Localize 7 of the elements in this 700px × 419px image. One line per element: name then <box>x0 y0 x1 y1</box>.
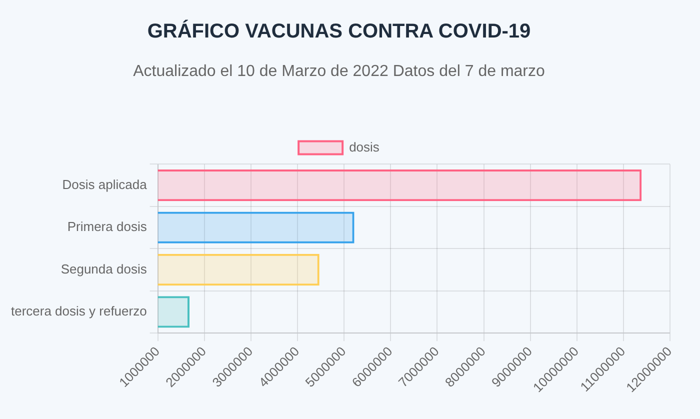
y-tick-label: Segunda dosis <box>60 261 148 276</box>
y-tick-label: Primera dosis <box>67 219 148 234</box>
y-tick-label: tercera dosis y refuerzo <box>10 304 147 319</box>
chart-title: GRÁFICO VACUNAS CONTRA COVID-19 <box>147 20 531 43</box>
y-tick-label: Dosis aplicada <box>62 176 148 192</box>
chart-subtitle: Actualizado el 10 de Marzo de 2022 Datos del 7 de marzo <box>133 63 545 80</box>
legend-label: dosis <box>349 139 380 154</box>
